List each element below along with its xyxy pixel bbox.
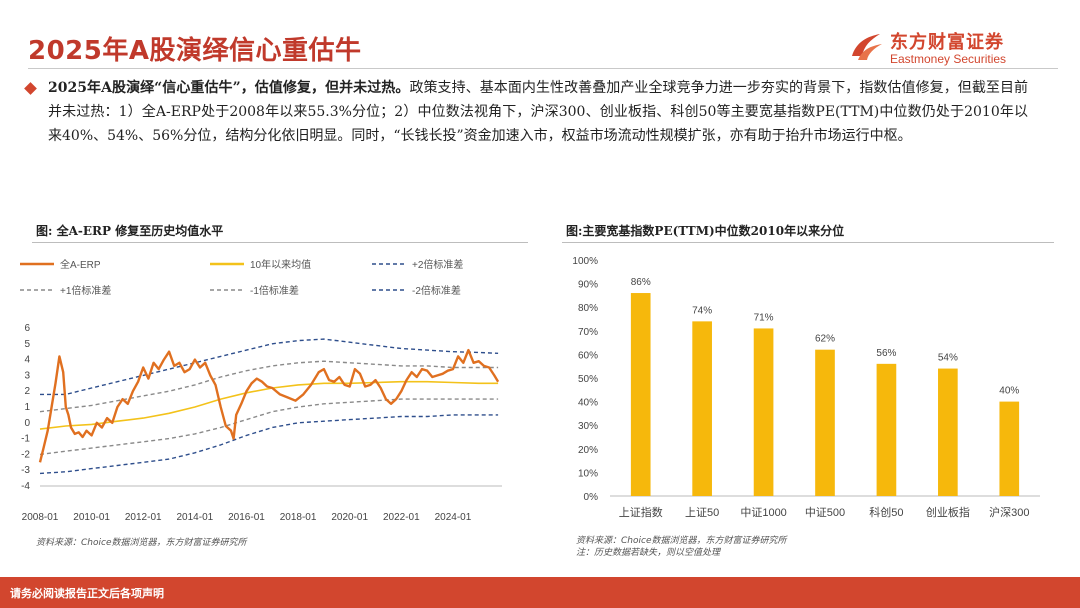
x-category-label: 中证1000 — [740, 506, 786, 519]
y-tick-label: 4 — [24, 355, 30, 366]
diamond-bullet-icon — [24, 82, 37, 95]
right-chart-title: 图:主要宽基指数PE(TTM)中位数2010年以来分位 — [566, 224, 845, 238]
left-chart-source: 资料来源：Choice数据浏览器，东方财富证券研究所 — [36, 538, 247, 548]
y-tick-label: 6 — [24, 323, 30, 334]
right-chart-title-rule — [562, 242, 1054, 243]
y-tick-label: 60% — [578, 350, 598, 361]
x-tick-label: 2016-01 — [228, 512, 265, 523]
footer-disclaimer: 请务必阅读报告正文后各项声明 — [10, 587, 164, 600]
footer-bar: 请务必阅读报告正文后各项声明 — [0, 577, 1080, 608]
legend-label: -2倍标准差 — [412, 284, 461, 297]
x-category-label: 沪深300 — [989, 505, 1029, 519]
y-tick-label: 10% — [578, 468, 598, 479]
page-title: 2025年A股演绎信心重估牛 — [28, 36, 362, 66]
y-tick-label: 40% — [578, 398, 598, 409]
legend-label: 10年以来均值 — [250, 258, 311, 271]
x-category-label: 上证指数 — [619, 505, 663, 519]
bar — [815, 349, 835, 496]
brand-logo-block: 东方财富证券 Eastmoney Securities — [846, 26, 1046, 70]
legend-label: 全A-ERP — [60, 258, 101, 271]
right-chart-note: 注：历史数据若缺失，则以空值处理 — [576, 548, 721, 558]
series-line — [40, 338, 499, 396]
series-line — [39, 414, 499, 475]
pe-percentile-bar-chart: 100% 90% 80% 70% 60% 50% 40% 30% 20% 10% 0% 86% 上证指数… — [572, 256, 1040, 519]
y-tick-label: 30% — [578, 421, 598, 432]
y-tick-label: 2 — [24, 386, 30, 397]
erp-line-chart: 全A-ERP 10年以来均值 +2倍标准差 +1倍标准差 -1倍标准差 -2倍标准差 6 5 4… — [20, 258, 502, 523]
y-tick-label: 0 — [24, 418, 30, 429]
series-line — [39, 380, 499, 430]
bar-data-label: 40% — [999, 386, 1019, 397]
x-tick-label: 2014-01 — [177, 512, 214, 523]
x-category-label: 创业板指 — [926, 505, 970, 519]
bar-data-label: 86% — [631, 277, 651, 288]
summary-bold-lead: 2025年A股演绎“信心重估牛”，估值修复，但并未过热。 — [48, 80, 410, 96]
x-tick-label: 2010-01 — [73, 512, 110, 523]
x-tick-label: 2024-01 — [435, 512, 472, 523]
left-chart-title-rule — [32, 242, 528, 243]
summary-paragraph: 2025年A股演绎“信心重估牛”，估值修复，但并未过热。政策支持、基本面内生性改… — [48, 76, 1028, 148]
bar — [938, 368, 958, 496]
x-category-label: 上证50 — [685, 506, 719, 519]
y-tick-label: -2 — [21, 449, 30, 460]
bar-data-label: 71% — [754, 312, 774, 323]
x-tick-label: 2018-01 — [280, 512, 317, 523]
title-divider — [28, 68, 1058, 69]
y-tick-label: 5 — [24, 339, 30, 350]
y-tick-label: 3 — [24, 370, 30, 381]
bar — [876, 363, 897, 496]
x-category-label: 科创50 — [869, 505, 903, 519]
y-tick-label: 0% — [584, 492, 599, 503]
brand-name-cn: 东方财富证券 — [890, 32, 1004, 53]
x-tick-label: 2008-01 — [22, 512, 59, 523]
y-tick-label: -1 — [21, 434, 30, 445]
left-chart-title: 图: 全A-ERP 修复至历史均值水平 — [36, 224, 224, 238]
summary-body: 政策支持、基本面内生性改善叠加产业全球竞争力进一步夯实的背景下，指数估值修复，但… — [48, 80, 1029, 144]
bar — [692, 321, 712, 496]
legend-label: +2倍标准差 — [412, 258, 463, 271]
y-tick-label: 50% — [578, 374, 598, 385]
right-chart-source: 资料来源：Choice数据浏览器，东方财富证券研究所 — [576, 536, 787, 546]
y-tick-label: -4 — [21, 481, 30, 492]
series-line — [38, 348, 500, 463]
legend-label: -1倍标准差 — [250, 284, 299, 297]
y-tick-label: 20% — [578, 445, 598, 456]
bar-data-label: 54% — [938, 353, 958, 364]
y-tick-label: 80% — [578, 303, 598, 314]
y-tick-label: 70% — [578, 327, 598, 338]
series-line — [39, 360, 499, 413]
bar — [630, 293, 651, 496]
x-tick-label: 2020-01 — [331, 512, 368, 523]
brand-flame-icon — [852, 34, 882, 60]
x-tick-label: 2022-01 — [383, 512, 420, 523]
x-category-label: 中证500 — [805, 506, 845, 519]
y-tick-label: 1 — [24, 402, 30, 413]
series-line — [39, 398, 499, 456]
y-tick-label: 90% — [578, 280, 598, 291]
bar-data-label: 74% — [692, 305, 712, 316]
y-tick-label: -3 — [21, 465, 30, 476]
bar — [753, 328, 774, 496]
bar-data-label: 62% — [815, 334, 835, 345]
brand-name-en: Eastmoney Securities — [890, 52, 1007, 66]
x-tick-label: 2012-01 — [125, 512, 162, 523]
legend-label: +1倍标准差 — [60, 284, 111, 297]
y-tick-label: 100% — [572, 256, 598, 267]
bar — [999, 401, 1020, 496]
bar-data-label: 56% — [876, 348, 896, 359]
